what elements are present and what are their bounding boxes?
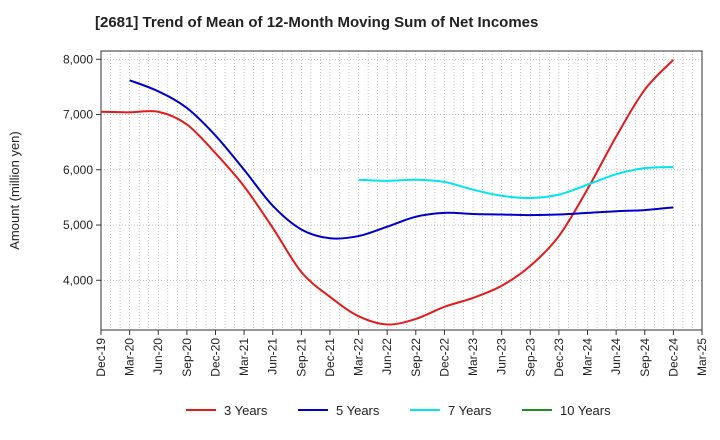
x-tick-label: Jun-20: [151, 338, 165, 375]
x-tick-label: Mar-22: [352, 338, 366, 376]
x-tick-label: Dec-21: [323, 338, 337, 377]
legend-label: 7 Years: [448, 403, 492, 418]
x-tick-label: Sep-24: [638, 338, 652, 377]
x-tick-label: Dec-19: [94, 338, 108, 377]
legend-label: 10 Years: [560, 403, 611, 418]
x-tick-label: Sep-23: [523, 338, 537, 377]
legend-label: 3 Years: [224, 403, 268, 418]
plot-area: [100, 50, 703, 331]
y-axis: 4,000 5,000 6,000 7,000 8,000: [63, 52, 101, 287]
y-tick-label: 4,000: [63, 273, 93, 287]
x-tick-label: Jun-24: [609, 338, 623, 375]
y-axis-label: Amount (million yen): [7, 131, 22, 250]
x-tick-label: Dec-23: [552, 338, 566, 377]
y-tick-label: 5,000: [63, 218, 93, 232]
x-tick-label: Sep-21: [294, 338, 308, 377]
y-tick-label: 8,000: [63, 52, 93, 66]
x-tick-label: Jun-21: [266, 338, 280, 375]
y-tick-label: 6,000: [63, 163, 93, 177]
series-line-3-years: [100, 59, 675, 326]
x-tick-label: Mar-24: [581, 338, 595, 376]
grid-lines: [101, 51, 702, 330]
x-tick-label: Mar-21: [237, 338, 251, 376]
x-tick-label: Dec-22: [437, 338, 451, 377]
y-tick-label: 7,000: [63, 108, 93, 122]
x-tick-label: Sep-22: [409, 338, 423, 377]
series-line-5-years: [129, 79, 674, 240]
legend-label: 5 Years: [336, 403, 380, 418]
chart-title: [2681] Trend of Mean of 12-Month Moving …: [95, 14, 539, 31]
x-tick-label: Mar-23: [466, 338, 480, 376]
x-tick-label: Dec-20: [208, 338, 222, 377]
x-tick-label: Jun-23: [495, 338, 509, 375]
x-tick-label: Dec-24: [666, 338, 680, 377]
x-tick-label: Jun-22: [380, 338, 394, 375]
series-lines: [100, 59, 675, 326]
series-line-7-years: [358, 166, 674, 199]
x-tick-label: Mar-20: [123, 338, 137, 376]
x-tick-label: Sep-20: [180, 338, 194, 377]
x-axis: Dec-19 Mar-20 Jun-20 Sep-20 Dec-20 Mar-21 Jun-…: [94, 330, 709, 377]
x-tick-label: Mar-25: [695, 338, 709, 376]
legend: 3 Years 5 Years 7 Years 10 Years: [186, 403, 611, 418]
